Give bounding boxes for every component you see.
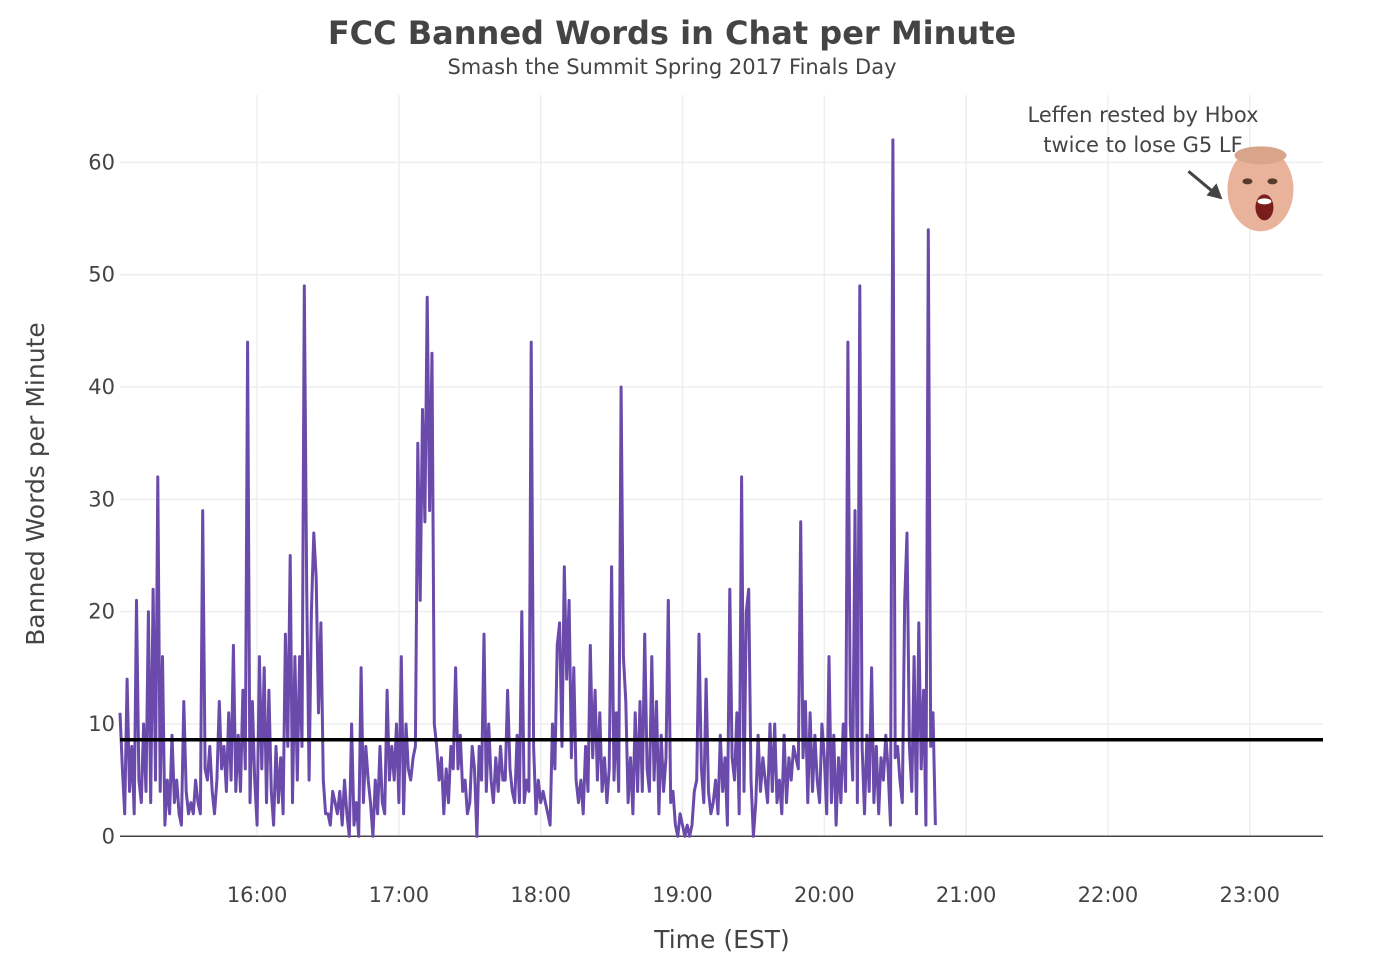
y-axis-title: Banned Words per Minute — [21, 322, 50, 645]
annotation-arrow — [1187, 170, 1223, 200]
x-axis-title: Time (EST) — [653, 925, 790, 954]
x-tick-label: 20:00 — [794, 883, 855, 907]
y-tick-label: 50 — [88, 263, 115, 287]
face-eye-right — [1267, 178, 1278, 185]
x-tick-label: 21:00 — [936, 883, 997, 907]
face-mouth — [1255, 194, 1274, 221]
series-line — [118, 138, 937, 838]
annotation: Leffen rested by Hbox twice to lose G5 L… — [1028, 103, 1294, 232]
y-tick-label: 10 — [88, 712, 115, 736]
annotation-line-2: twice to lose G5 LF — [1043, 133, 1242, 157]
face-forehead — [1234, 146, 1287, 165]
y-axis-ticks: 0 10 20 30 40 50 60 — [88, 150, 115, 848]
chart-subtitle: Smash the Summit Spring 2017 Finals Day — [447, 55, 896, 79]
x-tick-label: 18:00 — [510, 883, 571, 907]
y-tick-label: 0 — [102, 824, 115, 848]
y-tick-label: 30 — [88, 487, 115, 511]
x-tick-label: 16:00 — [227, 883, 288, 907]
x-tick-label: 17:00 — [369, 883, 430, 907]
x-tick-label: 19:00 — [652, 883, 713, 907]
arrow-head — [1206, 183, 1223, 200]
y-tick-label: 40 — [88, 375, 115, 399]
y-tick-label: 60 — [88, 150, 115, 174]
x-tick-label: 23:00 — [1219, 883, 1280, 907]
x-tick-label: 22:00 — [1078, 883, 1139, 907]
x-axis-ticks: 16:00 17:00 18:00 19:00 20:00 21:00 22:00 23:00 — [227, 883, 1280, 907]
y-tick-label: 20 — [88, 600, 115, 624]
series-layer — [118, 138, 937, 838]
chart-title: FCC Banned Words in Chat per Minute — [328, 14, 1016, 52]
annotation-line-1: Leffen rested by Hbox — [1028, 103, 1259, 127]
arrow-shaft — [1187, 170, 1214, 193]
face-skin — [1227, 147, 1294, 232]
face-icon — [1227, 146, 1294, 232]
face-teeth — [1257, 198, 1272, 205]
face-eye-left — [1242, 178, 1253, 185]
grid — [120, 95, 1323, 838]
